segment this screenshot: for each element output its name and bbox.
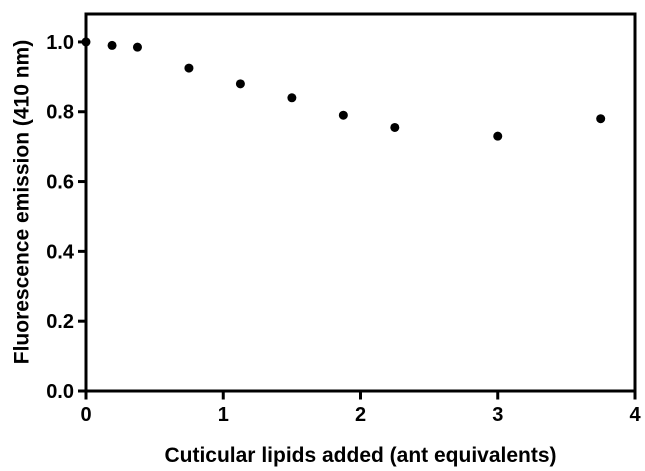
- data-point: [184, 63, 194, 73]
- x-tick-label: 0: [80, 404, 91, 426]
- x-tick-label: 2: [355, 404, 366, 426]
- plot-frame: [84, 12, 637, 393]
- data-points: [81, 37, 606, 141]
- data-point: [107, 40, 117, 50]
- data-point: [132, 42, 142, 52]
- x-tick-label: 4: [629, 404, 641, 426]
- x-tick-label: 1: [218, 404, 229, 426]
- y-axis-title: Fluorescence emission (410 nm): [10, 39, 34, 365]
- data-point: [81, 37, 91, 47]
- x-tick-label: 3: [492, 404, 503, 426]
- y-tick-label: 0.0: [46, 381, 74, 403]
- y-axis-tick-labels: 0.0 0.2 0.4 0.6 0.8 1.0: [46, 32, 75, 403]
- x-axis-tick-labels: 0 1 2 3 4: [80, 404, 641, 426]
- x-axis-title: Cuticular lipids added (ant equivalents): [164, 444, 557, 467]
- y-tick-label: 0.8: [46, 102, 74, 124]
- data-point: [235, 79, 245, 89]
- y-tick-label: 1.0: [46, 32, 74, 54]
- data-point: [287, 93, 297, 103]
- data-point: [338, 110, 348, 120]
- data-point: [596, 114, 606, 124]
- data-point: [493, 131, 503, 141]
- y-tick-label: 0.2: [46, 311, 74, 333]
- y-tick-label: 0.4: [46, 241, 75, 263]
- y-tick-label: 0.6: [46, 172, 74, 194]
- data-point: [390, 122, 400, 132]
